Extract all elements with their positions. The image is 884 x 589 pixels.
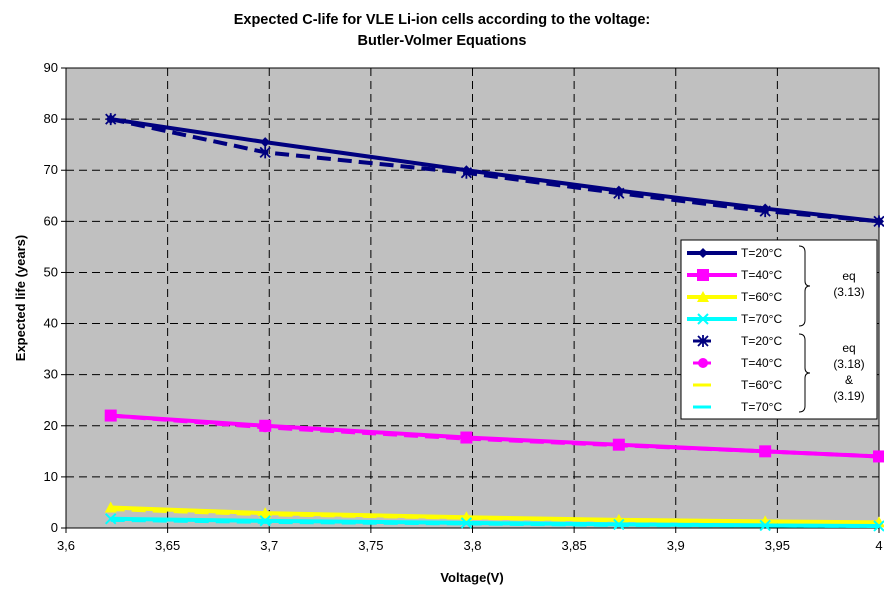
chart-title: Expected C-life for VLE Li-ion cells acc… (0, 10, 884, 52)
data-point (259, 507, 272, 519)
data-point (259, 515, 271, 527)
x-tick-label: 3,8 (463, 538, 481, 553)
legend-label: T=40°C (741, 268, 782, 282)
y-tick-label: 80 (44, 111, 58, 126)
data-point (760, 203, 771, 214)
legend-marker (697, 291, 709, 302)
y-tick-label: 30 (44, 367, 58, 382)
legend-marker (697, 313, 709, 325)
data-point (105, 114, 116, 125)
chart-title-line-1: Expected C-life for VLE Li-ion cells acc… (233, 12, 651, 28)
legend-label: T=20°C (741, 246, 782, 260)
legend-box (680, 239, 878, 420)
data-point (612, 438, 625, 451)
series-line (110, 516, 880, 528)
axes: 3,6 3,65 3,7 3,75 3,8 3,85 3,9 3,95 401020304050… (44, 60, 883, 553)
y-tick-label: 50 (44, 264, 58, 279)
legend-group-label: (3.19) (833, 389, 864, 403)
legend-group-label: eq (842, 341, 855, 355)
legend-label: T=40°C (741, 356, 782, 370)
data-point (104, 501, 117, 513)
legend-item: T=70°C (693, 400, 782, 414)
series-line (110, 117, 880, 224)
y-tick-label: 70 (44, 162, 58, 177)
data-point (613, 185, 624, 196)
series-eq13-T40C (104, 409, 884, 463)
data-point (460, 431, 473, 444)
legend-group-label: & (845, 373, 853, 387)
legend-group-label: (3.13) (833, 285, 864, 299)
x-tick-label: 3,7 (260, 538, 278, 553)
legend-label: T=20°C (741, 334, 782, 348)
legend-bracket (798, 333, 811, 413)
legend-item: T=40°C (687, 268, 782, 282)
legend: T=20°C T=40°C T=60°C T=70°C T=20°C T=40°C T=60… (680, 239, 878, 420)
data-point (759, 519, 771, 532)
x-tick-label: 3,95 (765, 538, 790, 553)
y-tick-label: 40 (44, 316, 58, 331)
legend-bracket (798, 245, 811, 327)
chart-title-line-2: Butler-Volmer Equations (357, 33, 527, 49)
data-point (260, 137, 271, 148)
data-point (104, 409, 117, 422)
data-point (259, 146, 271, 159)
series-eq13-T70C (105, 513, 884, 532)
y-tick-label: 60 (44, 213, 58, 228)
legend-label: T=70°C (741, 400, 782, 414)
legend-marker (697, 335, 709, 347)
data-point (460, 517, 473, 529)
series-line (110, 117, 880, 224)
x-tick-label: 3,9 (667, 538, 685, 553)
y-tick-label: 0 (51, 520, 58, 535)
legend-group-label: (3.18) (833, 357, 864, 371)
data-point (461, 165, 472, 176)
legend-label: T=60°C (741, 378, 782, 392)
data-point (873, 520, 884, 532)
legend-item: T=20°C (687, 246, 782, 260)
x-tick-label: 4 (875, 538, 882, 553)
series-line (110, 505, 880, 525)
data-point (873, 450, 884, 463)
legend-item: T=40°C (693, 356, 782, 370)
y-axis-label: Expected life (years) (13, 235, 28, 361)
data-point (874, 216, 884, 227)
data-point (759, 445, 772, 458)
legend-marker (698, 248, 708, 258)
y-tick-label: 20 (44, 418, 58, 433)
legend-marker (698, 358, 708, 368)
data-point (613, 518, 625, 531)
legend-item: T=70°C (687, 312, 782, 326)
legend-label: T=70°C (741, 312, 782, 326)
series-eq13-T20C (105, 114, 884, 227)
legend-item: T=60°C (687, 290, 782, 304)
x-tick-label: 3,85 (561, 538, 586, 553)
x-tick-label: 3,75 (358, 538, 383, 553)
data-point (259, 419, 272, 432)
legend-marker (697, 269, 709, 281)
legend-item: T=60°C (693, 378, 782, 392)
series-layer (104, 113, 884, 532)
y-tick-label: 90 (44, 60, 58, 75)
x-tick-label: 3,65 (155, 538, 180, 553)
y-tick-label: 10 (44, 469, 58, 484)
legend-item: T=20°C (693, 334, 782, 348)
data-point (105, 513, 117, 525)
series-line (110, 413, 880, 459)
legend-group-label: eq (842, 269, 855, 283)
x-axis-label: Voltage(V) (440, 570, 503, 585)
x-tick-label: 3,6 (57, 538, 75, 553)
legend-label: T=60°C (741, 290, 782, 304)
